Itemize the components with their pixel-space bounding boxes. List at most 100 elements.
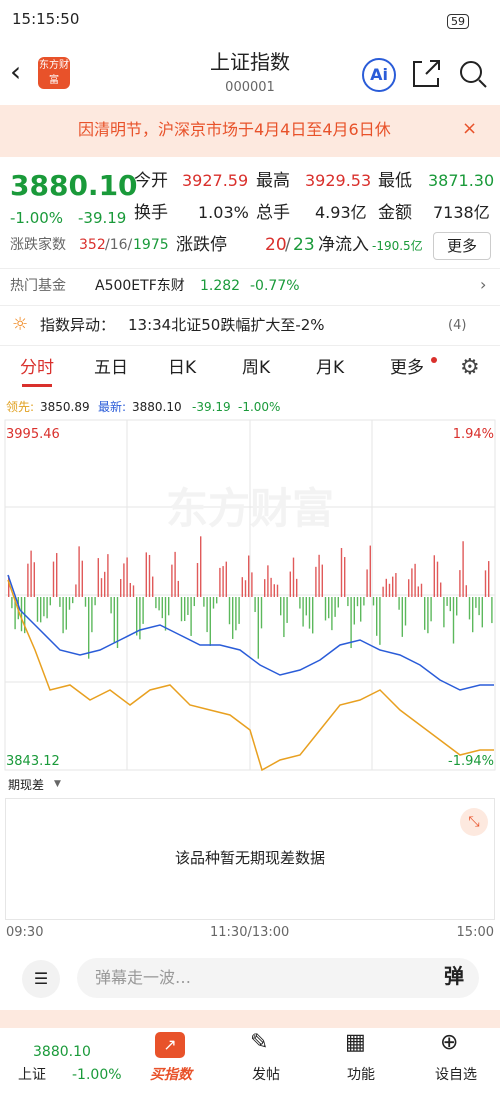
search-icon[interactable] [460, 61, 487, 88]
legend-change: -39.19 [192, 400, 231, 414]
nav-label[interactable]: 功能 [347, 1067, 375, 1083]
volume-bar [369, 545, 371, 597]
volume-bar [257, 597, 259, 659]
spread-empty: 该品种暂无期现差数据 [174, 849, 325, 867]
limit-label: 涨跌停 [176, 235, 227, 255]
volume-bar [340, 548, 343, 597]
function-icon[interactable]: ▦ [345, 1030, 366, 1055]
price-line [7, 574, 494, 691]
volume-bar [200, 536, 202, 597]
volume-bar [78, 546, 80, 597]
volume-bar [123, 563, 125, 597]
volume-bar [174, 551, 176, 597]
danmu-button[interactable]: 弹 [444, 964, 464, 988]
expand-icon[interactable]: ⤡ [460, 808, 488, 836]
page-title: 上证指数 [210, 50, 290, 74]
volume-bar [363, 597, 365, 606]
alert-count: (4) [448, 318, 467, 333]
volume-bar [334, 597, 336, 617]
alert-text[interactable]: 13:34北证50跌幅扩大至-2% [128, 316, 325, 334]
volume-bar [308, 597, 311, 629]
volume-bar [321, 564, 323, 597]
volume-bar [302, 597, 304, 627]
volume-bar [65, 597, 67, 630]
settings-icon[interactable]: ⚙ [460, 355, 480, 380]
lead-line [7, 579, 494, 772]
notice-close[interactable]: × [462, 118, 478, 139]
volume-bar [436, 561, 439, 597]
fund-name[interactable]: A500ETF东财 [95, 278, 185, 294]
volume-bar [248, 555, 250, 597]
more-button[interactable]: 更多 [433, 232, 491, 260]
tab[interactable]: 五日 [94, 358, 128, 378]
volume-bar [465, 585, 467, 597]
volume-bar [430, 597, 432, 622]
volume-bar [49, 597, 51, 606]
volume-bar [100, 578, 103, 597]
volume-bar [126, 557, 128, 597]
last-price: 3880.10 [10, 169, 138, 202]
volume-bar [273, 584, 275, 597]
share-icon[interactable] [413, 60, 440, 87]
tab[interactable]: 分时 [20, 358, 54, 378]
fund-change: -0.77% [250, 278, 300, 294]
volume-bar [97, 558, 99, 597]
volume-bar [46, 597, 48, 619]
volume-bar [388, 583, 391, 597]
danmu-toggle[interactable]: ☰ [22, 960, 60, 998]
change-pct: -1.00% [10, 209, 64, 227]
volume-bar [443, 597, 445, 628]
fund-price: 1.282 [200, 278, 241, 294]
volume-bar [68, 597, 71, 610]
volume-bar [385, 578, 387, 597]
back-button[interactable]: ‹ [10, 55, 22, 88]
volume-bar [8, 575, 10, 597]
volume-bar [411, 568, 413, 597]
axis-max: 3995.46 [6, 427, 60, 442]
danmu-input[interactable] [77, 958, 479, 998]
stock-code: 000001 [225, 80, 275, 95]
axis-min-pct: -1.94% [448, 754, 494, 769]
volume-bar [478, 597, 480, 616]
nav-label[interactable]: 设自选 [435, 1067, 477, 1083]
buy-icon[interactable]: ↗ [155, 1032, 185, 1058]
nav-label[interactable]: 买指数 [150, 1067, 192, 1083]
volume-bar [433, 555, 435, 597]
volume-bar [398, 597, 400, 610]
tab[interactable]: 日K [168, 358, 197, 378]
nav-price: 3880.10 [33, 1044, 91, 1060]
volume-bar [30, 550, 32, 597]
volume-bar [107, 554, 109, 597]
volume-bar [344, 557, 346, 597]
app-logo[interactable]: 东方财富 [38, 57, 70, 89]
tab[interactable]: 更多 [390, 358, 424, 378]
volume-bar [136, 597, 138, 636]
notice-text: 因清明节，沪深京市场于4月4日至4月6日休 [78, 120, 391, 139]
volume-bar [337, 597, 339, 608]
volume-bar [392, 576, 394, 597]
alert-icon: ☼ [12, 314, 29, 335]
volume-bar [222, 566, 224, 597]
chevron: › [480, 275, 487, 294]
volume-bar [33, 562, 35, 597]
tab[interactable]: 周K [242, 358, 271, 378]
last-value: 3880.10 [132, 400, 182, 414]
nav-label[interactable]: 发帖 [252, 1067, 280, 1083]
battery: 59 [447, 14, 469, 29]
ai-button[interactable]: Ai [362, 58, 396, 92]
post-icon[interactable]: ✎ [250, 1030, 269, 1055]
spread-label[interactable]: 期现差 [8, 778, 45, 792]
field-value: 1.03% [198, 203, 249, 222]
inflow: -190.5亿 [372, 239, 423, 253]
time-label: 15:00 [456, 925, 494, 940]
tab[interactable]: 月K [316, 358, 345, 378]
volume-bar [171, 564, 173, 597]
volume-bar [142, 597, 144, 624]
watchlist-icon[interactable]: ⊕ [440, 1030, 459, 1055]
header-icons [413, 60, 487, 88]
volume-bar [452, 597, 455, 644]
volume-bar [40, 597, 42, 623]
intraday-chart [4, 419, 496, 772]
breadth-label: 涨跌家数 [10, 237, 66, 253]
